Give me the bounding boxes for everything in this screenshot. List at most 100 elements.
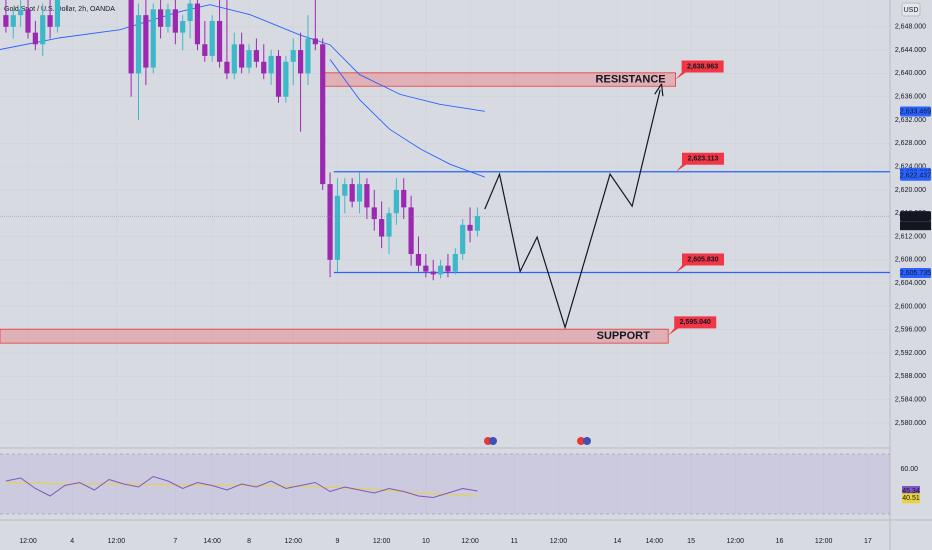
y-tick-label: 2,580.000 (895, 420, 926, 427)
x-tick-label: 11 (511, 538, 518, 545)
candle-body (320, 44, 326, 185)
candle-body (415, 254, 422, 266)
price-callout (675, 60, 724, 80)
x-tick-label: 14 (614, 538, 622, 545)
candle-body (253, 50, 259, 62)
candle-body (239, 44, 245, 68)
candle-body (275, 55, 282, 97)
price-axis-tag-label: 2,605.735 (900, 270, 931, 277)
candle-body (393, 189, 399, 214)
candle-body (40, 15, 46, 45)
zone (0, 328, 669, 344)
y-tick-label: 2,636.000 (895, 94, 926, 101)
y-tick-label: 2,648.000 (895, 24, 926, 31)
price-axis-tag (900, 106, 931, 117)
candle-body (32, 32, 38, 45)
candle-body (364, 184, 370, 208)
price-callout-label: 2,638.963 (687, 63, 718, 70)
candle-body (334, 195, 341, 260)
candle-body (437, 265, 444, 275)
x-tick-label: 8 (247, 538, 251, 545)
x-tick-label: 14:00 (203, 538, 221, 545)
price-callout (668, 316, 717, 336)
x-tick-label: 12:00 (19, 538, 37, 545)
candle-body (172, 9, 178, 33)
candle-body (445, 265, 451, 272)
y-tick-label: 2,596.000 (895, 327, 926, 334)
candle-body (349, 184, 355, 202)
x-tick-label: 10 (422, 538, 430, 545)
y-tick-label: 2,584.000 (895, 396, 926, 403)
candle-body (408, 207, 414, 255)
countdown-tag (900, 221, 931, 231)
x-tick-label: 16 (776, 538, 784, 545)
y-tick-label: 2,604.000 (895, 280, 926, 287)
price-callout (676, 253, 724, 273)
rsi-tag-label: 40.51 (902, 495, 920, 502)
x-tick-label: 7 (173, 538, 177, 545)
candle-body (261, 61, 267, 74)
y-tick-label: 2,608.000 (895, 257, 926, 264)
price-callout-label: 2,595.040 (680, 319, 711, 326)
y-tick-label: 2,640.000 (895, 70, 926, 77)
candle-body (342, 184, 348, 196)
candle-body (379, 219, 385, 237)
candle-body (297, 50, 304, 74)
candle-body (460, 224, 466, 255)
rsi-line (5, 475, 478, 499)
rsi-tick-label: 60.00 (900, 466, 918, 473)
candle-body (158, 9, 164, 27)
x-tick-label: 12:00 (727, 538, 745, 545)
candle-body (312, 38, 318, 45)
candle-body (224, 61, 230, 74)
countdown: 01:59:57 (902, 223, 929, 230)
candle-body (356, 184, 363, 202)
projection-path (484, 89, 661, 330)
moving-average (329, 59, 485, 178)
x-tick-label: 12:00 (373, 538, 391, 545)
candle-body (128, 0, 134, 74)
candle-body (327, 184, 333, 260)
currency-label: USD (904, 7, 919, 14)
candle-body (216, 20, 223, 62)
candle-body (474, 216, 481, 231)
candle-body (25, 9, 31, 33)
candle-body (187, 3, 193, 21)
rsi-signal (5, 482, 478, 497)
zone-label: RESISTANCE (596, 73, 666, 85)
price-axis-tag (900, 211, 931, 222)
candle-body (467, 224, 473, 231)
price-axis-tag (900, 268, 931, 279)
zone-label: SUPPORT (597, 330, 650, 342)
rsi-tag (902, 485, 920, 496)
candle-body (268, 55, 274, 74)
candle-body (18, 9, 24, 16)
x-tick-label: 9 (335, 538, 339, 545)
x-tick-label: 12:00 (550, 538, 568, 545)
price-axis-tag-label: 2,633.469 (900, 108, 931, 115)
event-flag (484, 437, 497, 445)
currency-button[interactable] (901, 2, 921, 17)
y-tick-label: 2,612.000 (895, 233, 926, 240)
price-axis-tag (900, 170, 931, 181)
candle-body (430, 271, 436, 275)
y-tick-label: 2,588.000 (895, 373, 926, 380)
price-axis-tag-label: 2,615.495 (900, 213, 931, 220)
candle-body (386, 213, 392, 237)
candle-body (180, 20, 186, 33)
candle-body (135, 15, 142, 74)
x-tick-label: 17 (864, 538, 872, 545)
price-callout (676, 152, 724, 172)
rsi-tag-label: 45.34 (902, 488, 920, 495)
rsi-tag (902, 493, 920, 504)
y-tick-label: 2,644.000 (895, 47, 926, 54)
candle-body (165, 9, 171, 27)
x-tick-label: 12:00 (815, 538, 833, 545)
y-tick-label: 2,592.000 (895, 350, 926, 357)
candle-body (401, 189, 407, 208)
event-flag (577, 437, 591, 445)
candle-body (371, 207, 377, 220)
price-axis-tag-label: 2,622.437 (900, 173, 931, 180)
